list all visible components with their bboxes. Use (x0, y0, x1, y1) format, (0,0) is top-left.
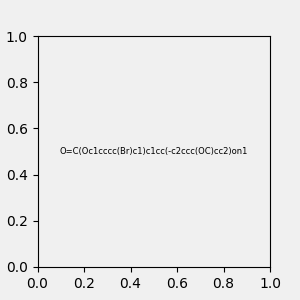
Text: O=C(Oc1cccc(Br)c1)c1cc(-c2ccc(OC)cc2)on1: O=C(Oc1cccc(Br)c1)c1cc(-c2ccc(OC)cc2)on1 (60, 147, 248, 156)
